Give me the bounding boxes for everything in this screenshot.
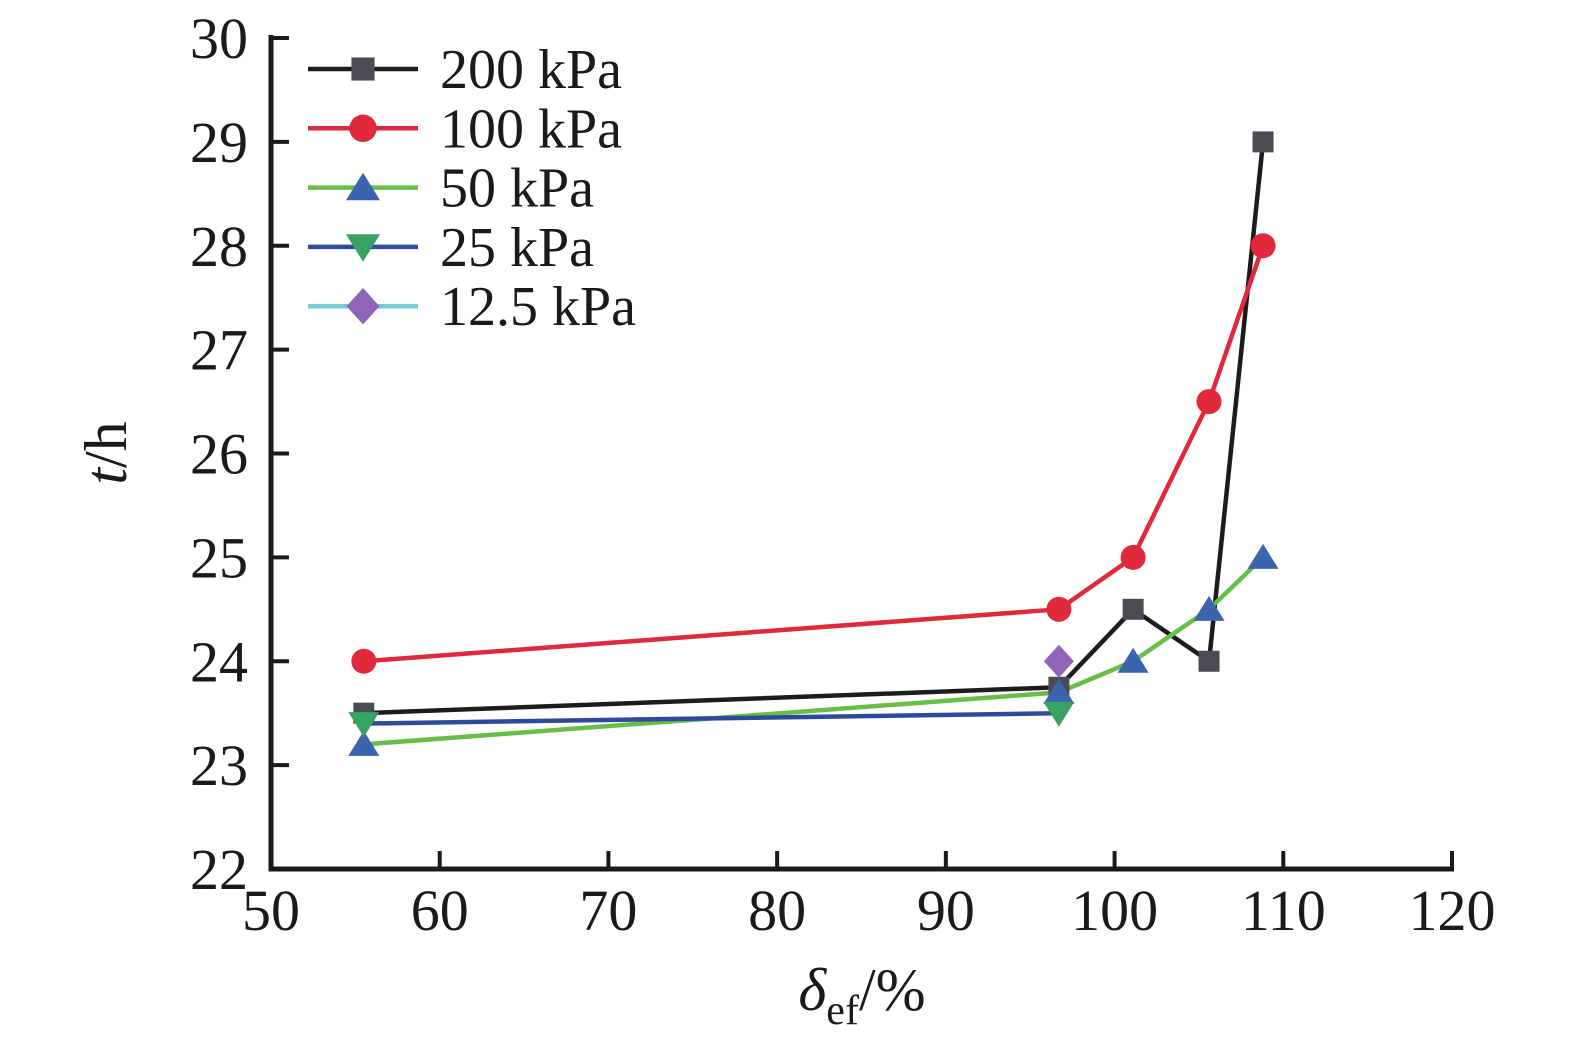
data-point-100-kpa	[1120, 544, 1146, 570]
y-tick-label: 22	[190, 837, 248, 902]
y-tick-label: 29	[190, 110, 248, 175]
x-axis-title-unit: /%	[859, 957, 926, 1023]
data-point-12.5-kpa	[1043, 644, 1074, 678]
y-axis-title: t/h	[73, 421, 139, 484]
data-point-50-kpa	[348, 730, 380, 756]
legend-item-25-kpa: 25 kPa	[308, 217, 594, 279]
data-point-100-kpa	[1046, 596, 1072, 622]
legend-item-12.5-kpa: 12.5 kPa	[308, 276, 636, 338]
data-point-50-kpa	[1193, 595, 1225, 621]
legend-marker-25-kpa	[345, 234, 381, 262]
y-axis-title-unit: /h	[73, 421, 139, 468]
data-point-50-kpa	[1117, 647, 1149, 673]
data-point-200-kpa	[1122, 598, 1144, 620]
data-series	[348, 131, 1279, 756]
y-tick-label: 23	[190, 733, 248, 798]
x-tick-label: 120	[1409, 878, 1496, 943]
tick-marks	[271, 36, 1454, 869]
data-point-50-kpa	[1043, 678, 1075, 704]
data-point-50-kpa	[1247, 543, 1279, 569]
legend-label-100-kpa: 100 kPa	[440, 98, 622, 160]
legend-marker-100-kpa	[349, 114, 377, 143]
y-tick-label: 24	[190, 629, 248, 694]
x-axis-title: δef/%	[798, 957, 925, 1034]
y-tick-label: 27	[190, 318, 248, 383]
data-point-100-kpa	[1196, 389, 1222, 415]
x-tick-label: 60	[411, 878, 469, 943]
data-point-200-kpa	[1252, 131, 1274, 153]
x-tick-label: 90	[917, 878, 975, 943]
data-point-25-kpa	[348, 712, 380, 738]
legend-item-100-kpa: 100 kPa	[308, 98, 622, 160]
x-tick-label: 110	[1241, 878, 1326, 943]
legend-label-50-kpa: 50 kPa	[440, 158, 594, 220]
data-point-200-kpa	[1198, 650, 1220, 672]
data-point-25-kpa	[1043, 701, 1075, 727]
x-tick-label: 80	[748, 878, 806, 943]
data-point-100-kpa	[351, 648, 377, 674]
legend-label-25-kpa: 25 kPa	[440, 217, 594, 279]
x-tick-label: 50	[242, 878, 300, 943]
legend-marker-12.5-kpa	[346, 288, 380, 325]
y-tick-label: 25	[190, 525, 248, 590]
series-line-25-kpa	[363, 710, 1059, 726]
y-axis-title-symbol: t	[73, 467, 139, 485]
x-axis-title-symbol: δ	[798, 957, 827, 1023]
x-axis-title-subscript: ef	[826, 988, 859, 1034]
data-point-100-kpa	[1250, 233, 1276, 259]
y-tick-label: 26	[190, 422, 248, 487]
x-tick-label: 100	[1071, 878, 1158, 943]
x-tick-label: 70	[579, 878, 637, 943]
legend-label-12.5-kpa: 12.5 kPa	[440, 276, 636, 338]
y-tick-label: 28	[190, 214, 248, 279]
legend-marker-200-kpa	[351, 57, 375, 81]
tick-labels: 50 60 70 80 90 100 110 120 22 23 24 25 26 27 28 29 30	[190, 6, 1496, 943]
legend-item-200-kpa: 200 kPa	[308, 39, 622, 101]
legend-marker-50-kpa	[345, 172, 381, 201]
y-tick-label: 30	[190, 6, 248, 71]
legend-label-200-kpa: 200 kPa	[440, 39, 622, 101]
legend-item-50-kpa: 50 kPa	[308, 158, 594, 220]
